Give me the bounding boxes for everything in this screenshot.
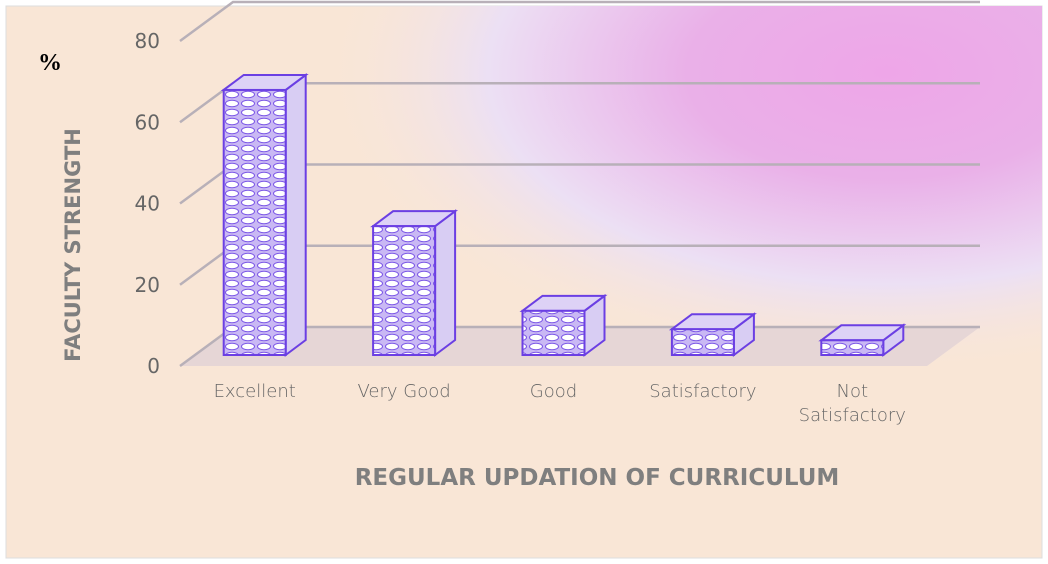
y-tick-label: 60 [135,110,160,134]
y-tick-label: 0 [147,354,160,378]
bar [668,312,757,357]
bar-front [521,309,586,357]
bar-front [670,328,735,357]
bar-front [820,339,885,356]
x-tick-label: Not Satisfactory [798,381,906,426]
bar [220,72,309,357]
x-tick-label: Satisfactory [649,381,757,402]
y-tick-label: 80 [135,29,160,53]
bar-side [284,72,307,357]
grid-line [179,0,980,43]
x-axis-label: REGULAR UPDATION OF CURRICULUM [355,465,840,491]
y-axis-label: FACULTY STRENGTH [61,128,85,362]
background-glow [6,6,1042,558]
x-tick-label: Good [529,381,578,402]
chart-title: % [38,50,62,76]
bar-side [434,209,457,357]
y-tick-label: 20 [135,273,160,297]
bar-front [372,225,437,356]
bar [818,323,907,357]
x-tick-label: Excellent [213,381,296,402]
bar-front [222,88,287,356]
x-tick-label: Very Good [357,381,451,402]
bar [519,293,608,357]
bar [370,209,459,357]
y-tick-label: 40 [135,192,160,216]
